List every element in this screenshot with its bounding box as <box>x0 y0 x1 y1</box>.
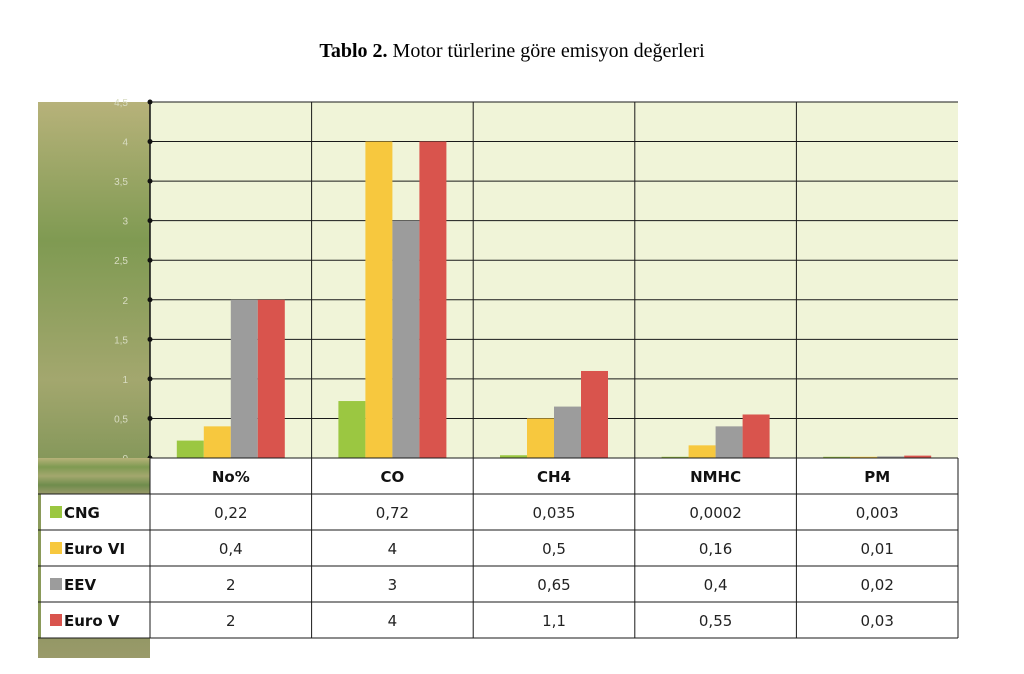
legend-swatch-euro-v <box>50 614 62 626</box>
table-cell: 0,65 <box>537 576 570 594</box>
table-cell: 0,72 <box>376 504 409 522</box>
legend-swatch-cng <box>50 506 62 518</box>
table-cell: 0,003 <box>856 504 899 522</box>
legend-swatch-euro-vi <box>50 542 62 554</box>
y-tick-label: 1 <box>122 375 128 386</box>
table-cell: 0,4 <box>219 540 243 558</box>
y-tick-label: 4 <box>122 138 128 149</box>
bar-cng-ch4 <box>500 455 527 458</box>
bar-euro-vi-pm <box>850 456 878 458</box>
y-tick-mark <box>147 218 153 224</box>
table-header-pm: PM <box>864 468 890 486</box>
y-tick-mark <box>147 336 153 342</box>
table-cell: 0,4 <box>704 576 728 594</box>
y-tick-label: 1,5 <box>114 335 128 346</box>
bar-eev-nmhc <box>715 426 743 458</box>
bar-euro-vi-co <box>365 141 393 459</box>
y-tick-label: 3,5 <box>114 177 128 188</box>
table-header-ch4: CH4 <box>537 468 571 486</box>
legend-label-eev: EEV <box>64 576 96 594</box>
y-tick-mark <box>147 415 153 421</box>
table-cell: 2 <box>226 576 236 594</box>
table-cell: 4 <box>388 540 398 558</box>
table-cell: 2 <box>226 612 236 630</box>
table-cell: 0,16 <box>699 540 732 558</box>
y-tick-label: 2,5 <box>114 256 128 267</box>
y-tick-mark <box>147 99 153 105</box>
y-tick-mark <box>147 297 153 303</box>
bar-eev-ch4 <box>554 406 581 458</box>
table-header-nmhc: NMHC <box>690 468 741 486</box>
y-tick-label: 3 <box>122 217 128 228</box>
bar-euro-v-ch4 <box>581 370 608 458</box>
table-cell: 0,22 <box>214 504 247 522</box>
chart-caption: Tablo 2. Motor türlerine göre emisyon de… <box>0 40 1024 63</box>
legend-label-euro-vi: Euro VI <box>64 540 125 558</box>
table-cell: 3 <box>388 576 398 594</box>
table-header-co: CO <box>381 468 405 486</box>
y-tick-label: 2 <box>122 296 128 307</box>
table-corner-strip <box>38 458 150 494</box>
y-tick-label: 0,5 <box>114 414 128 425</box>
table-cell: 0,03 <box>860 612 893 630</box>
bar-euro-vi-ch4 <box>527 418 554 458</box>
table-cell: 0,5 <box>542 540 566 558</box>
legend-label-cng: CNG <box>64 504 100 522</box>
table-cell: 4 <box>388 612 398 630</box>
bar-eev-co <box>392 220 420 458</box>
legend-label-euro-v: Euro V <box>64 612 120 630</box>
bar-cng-co <box>338 401 366 458</box>
caption-text: Motor türlerine göre emisyon değerleri <box>392 40 705 62</box>
table-cell: 0,02 <box>860 576 893 594</box>
bar-euro-vi-nopct <box>203 426 231 458</box>
table-background <box>38 458 958 638</box>
bar-cng-pm <box>823 456 851 458</box>
bar-euro-vi-nmhc <box>688 445 716 458</box>
table-cell: 0,01 <box>860 540 893 558</box>
y-tick-mark <box>147 257 153 263</box>
caption-prefix: Tablo 2. <box>319 40 388 62</box>
legend-swatch-eev <box>50 578 62 590</box>
data-table: No% CO CH4 NMHC PM CNG 0,22 0,72 0,035 0,0002 0,00… <box>38 457 959 639</box>
table-cell: 1,1 <box>542 612 566 630</box>
bar-euro-v-nmhc <box>742 414 770 458</box>
table-header-nopct: No% <box>212 468 250 486</box>
y-tick-mark <box>147 178 153 184</box>
table-cell: 0,55 <box>699 612 732 630</box>
bar-eev-pm <box>877 456 905 458</box>
y-tick-label: 4,5 <box>114 98 128 109</box>
bar-eev-nopct <box>230 299 258 458</box>
y-tick-mark <box>147 139 153 145</box>
table-cell: 0,035 <box>533 504 576 522</box>
table-cell: 0,0002 <box>689 504 742 522</box>
bar-euro-v-co <box>419 141 447 459</box>
bar-euro-v-nopct <box>257 299 285 458</box>
bar-cng-nmhc <box>661 456 689 458</box>
y-tick-mark <box>147 376 153 382</box>
bar-euro-v-pm <box>904 455 932 458</box>
bars <box>176 141 932 459</box>
bar-cng-nopct <box>176 440 204 458</box>
